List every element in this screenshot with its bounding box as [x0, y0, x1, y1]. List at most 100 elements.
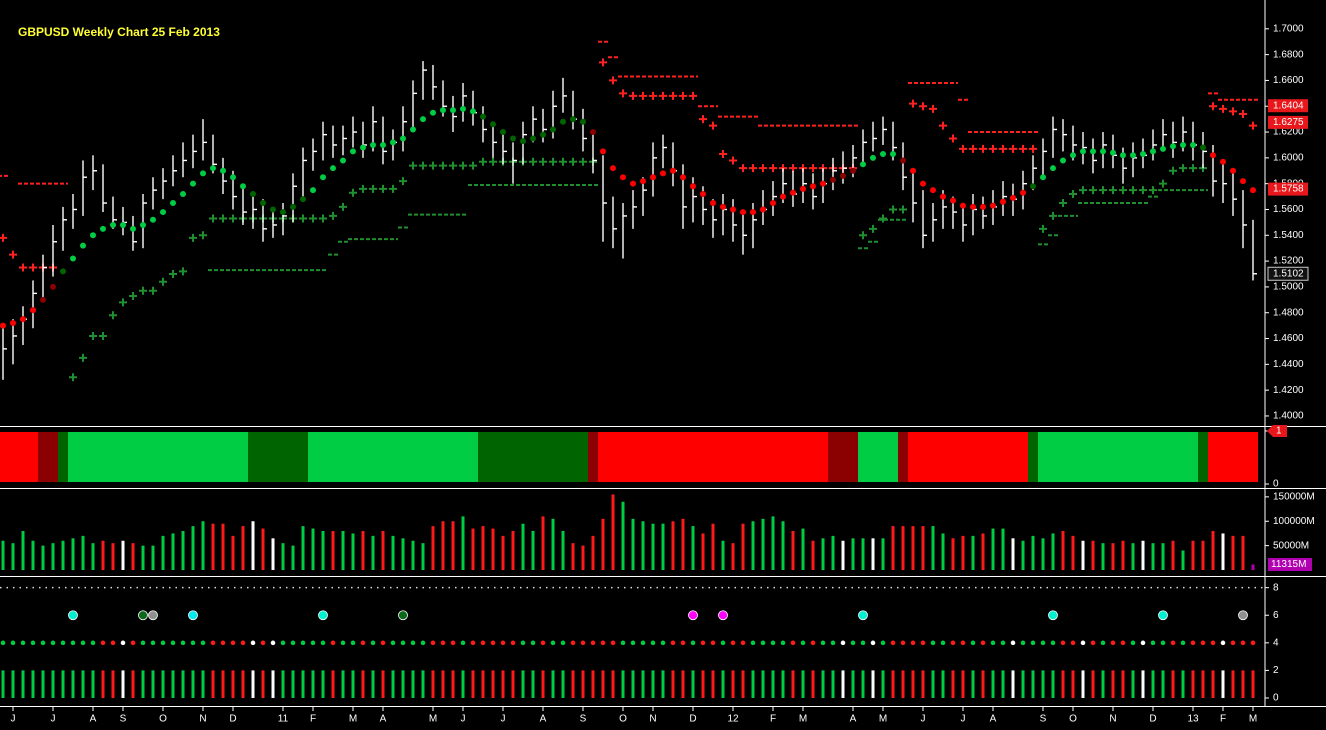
ma-dot — [1170, 143, 1176, 150]
y-tick-label: 50000M — [1273, 540, 1309, 551]
volume-bar — [901, 526, 905, 570]
signal-dot — [600, 640, 606, 646]
volume-label: 11315M — [1271, 559, 1306, 570]
support-stop — [329, 211, 337, 220]
support-stop — [859, 231, 867, 240]
ma-dot — [870, 154, 876, 161]
volume-bar — [621, 501, 625, 570]
ma-dot — [0, 322, 6, 329]
ma-dot — [990, 202, 996, 209]
trend-segment — [68, 431, 248, 483]
y-tick-label: 150000M — [1273, 492, 1315, 503]
support-stop — [299, 214, 307, 223]
volume-bar — [311, 528, 315, 570]
ma-dot — [920, 180, 926, 187]
volume-bar — [441, 521, 445, 570]
signal-dot — [150, 640, 156, 646]
volume-bar — [361, 531, 365, 570]
x-tick-label: 12 — [727, 714, 739, 725]
volume-bar — [1101, 543, 1105, 570]
ma-dot — [250, 190, 256, 197]
signal-dot — [980, 640, 986, 646]
y-tick-label: 1.6800 — [1273, 49, 1304, 60]
signal-dot — [100, 640, 106, 646]
x-tick-label: O — [619, 714, 627, 725]
ma-dot — [220, 167, 226, 174]
trend-segment — [588, 431, 598, 483]
signal-dot — [20, 640, 26, 646]
signal-dot — [130, 640, 136, 646]
resistance-stop — [909, 99, 917, 108]
support-stop — [1129, 186, 1137, 195]
volume-bar — [1031, 535, 1035, 570]
signal-dot — [910, 640, 916, 646]
volume-bar — [1071, 535, 1075, 570]
ma-dot — [630, 180, 636, 187]
trend-segment — [1028, 431, 1038, 483]
support-stop — [1109, 186, 1117, 195]
ma-dot — [1140, 150, 1146, 157]
volume-bar — [911, 526, 915, 570]
ma-dot — [430, 109, 436, 116]
signal-dot — [240, 640, 246, 646]
volume-bar — [101, 540, 105, 570]
support-stop — [1049, 211, 1057, 220]
volume-bar — [521, 523, 525, 570]
volume-bar — [841, 540, 845, 570]
signal-marker — [1238, 610, 1248, 621]
price-label-box — [1268, 115, 1308, 129]
ma-dot — [820, 180, 826, 187]
support-stop — [209, 214, 217, 223]
signal-dot — [520, 640, 526, 646]
x-tick-label: A — [90, 714, 97, 725]
support-stop — [1069, 189, 1077, 198]
volume-bar — [741, 523, 745, 570]
x-tick-label: A — [850, 714, 857, 725]
signal-dot — [120, 640, 126, 646]
support-stop — [219, 214, 227, 223]
volume-bar — [791, 531, 795, 570]
ma-dot — [1250, 187, 1256, 194]
ma-dot — [110, 221, 116, 228]
volume-bar — [61, 540, 65, 570]
y-tick-label: 6 — [1273, 610, 1279, 621]
support-stop — [159, 277, 167, 286]
signal-dot — [1200, 640, 1206, 646]
support-stop — [1139, 186, 1147, 195]
support-stop — [469, 161, 477, 170]
ma-dot — [1130, 152, 1136, 159]
signal-dot — [10, 640, 16, 646]
support-stop — [149, 286, 157, 295]
resistance-stop — [1219, 104, 1227, 113]
resistance-stop — [979, 144, 987, 153]
signal-dot — [560, 640, 566, 646]
resistance-stop — [769, 164, 777, 173]
ma-dot — [260, 200, 266, 207]
signal-dot — [300, 640, 306, 646]
signal-dot — [840, 640, 846, 646]
resistance-stop — [639, 91, 647, 100]
signal-dot — [630, 640, 636, 646]
resistance-stop — [599, 58, 607, 67]
signal-dot — [1240, 640, 1246, 646]
support-stop — [379, 184, 387, 193]
volume-bar — [561, 531, 565, 570]
signal-dot — [810, 640, 816, 646]
ma-dot — [20, 316, 26, 323]
volume-bar — [1221, 533, 1225, 570]
ma-dot — [720, 203, 726, 210]
ma-dot — [520, 138, 526, 145]
resistance-stop — [649, 91, 657, 100]
support-stop — [1149, 186, 1157, 195]
volume-bar — [571, 543, 575, 570]
ma-dot — [730, 206, 736, 213]
support-stop — [1099, 186, 1107, 195]
ma-dot — [1200, 144, 1206, 151]
support-stop — [189, 233, 197, 242]
trend-segment — [478, 431, 588, 483]
resistance-stop — [939, 121, 947, 130]
ma-dot — [350, 148, 356, 155]
signal-dot — [1050, 640, 1056, 646]
trend-segment — [828, 431, 858, 483]
